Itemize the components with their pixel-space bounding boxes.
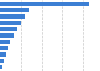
Bar (0, 21, 21, 25)
Bar (0, 33, 14, 38)
Bar (0, 14, 25, 19)
Bar (0, 65, 2, 70)
Bar (0, 40, 10, 44)
Bar (0, 59, 4, 63)
Bar (0, 46, 8, 50)
Bar (0, 8, 29, 12)
Bar (0, 1, 88, 6)
Bar (0, 27, 17, 31)
Bar (0, 52, 6, 57)
